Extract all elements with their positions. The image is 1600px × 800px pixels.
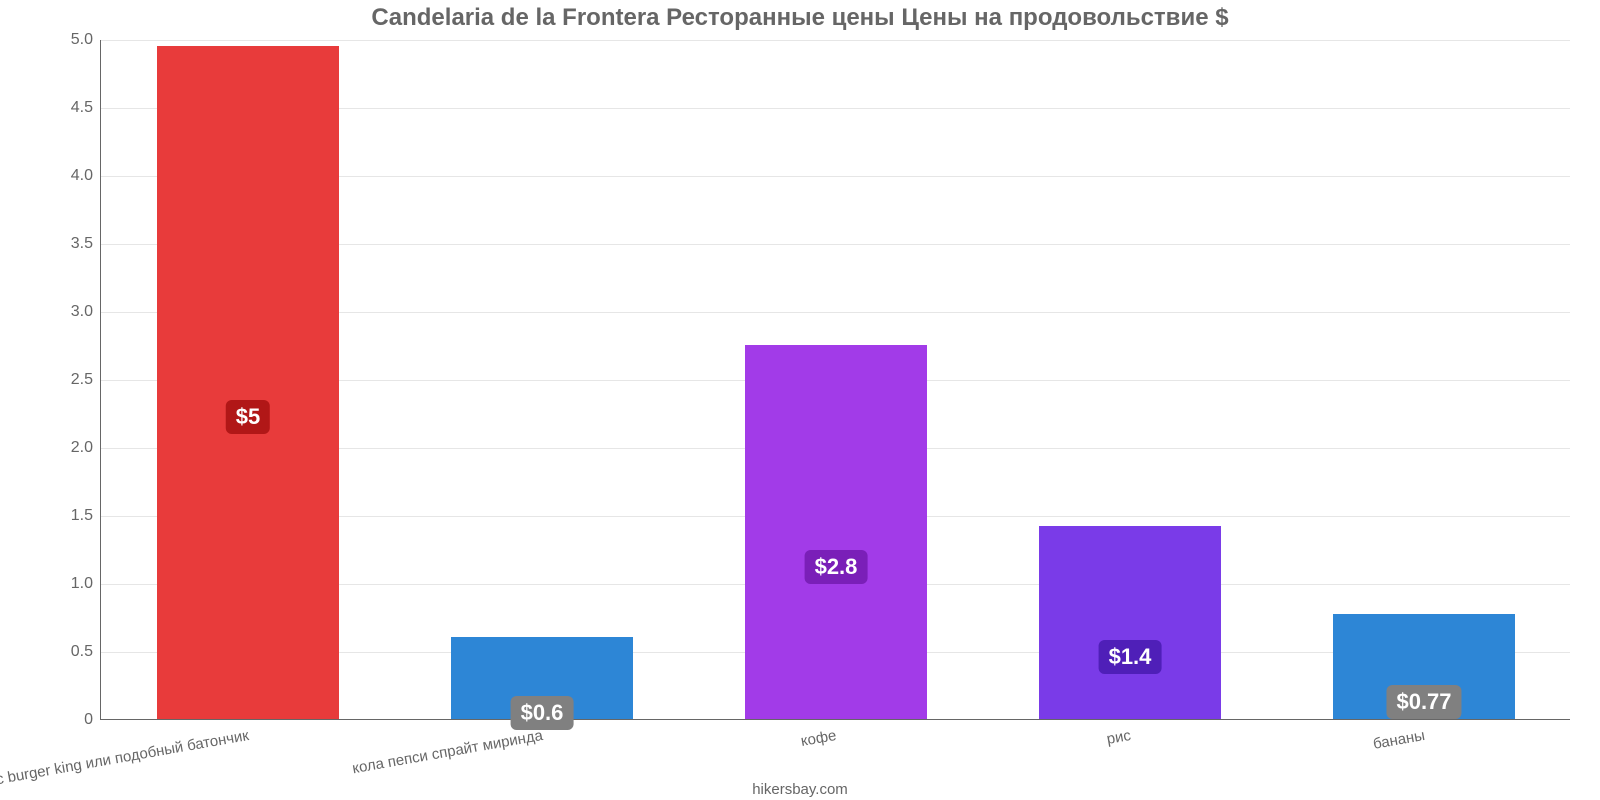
y-tick-label: 3.0 (71, 303, 93, 321)
bar (157, 46, 339, 719)
gridline (101, 40, 1570, 41)
chart-title: Candelaria de la Frontera Ресторанные це… (0, 4, 1600, 32)
bar-value-label: $2.8 (805, 550, 868, 584)
y-tick-label: 3.5 (71, 235, 93, 253)
bar-value-label: $0.6 (511, 696, 574, 730)
attribution-text: hikersbay.com (0, 781, 1600, 798)
y-tick-label: 4.5 (71, 99, 93, 117)
bar-value-label: $0.77 (1386, 685, 1461, 719)
x-tick-label: рис (1105, 727, 1132, 748)
y-tick-label: 1.0 (71, 575, 93, 593)
y-tick-label: 0 (84, 711, 93, 729)
bar-value-label: $1.4 (1099, 640, 1162, 674)
bar-value-label: $5 (226, 400, 270, 434)
y-tick-label: 2.0 (71, 439, 93, 457)
x-tick-label: бананы (1372, 727, 1426, 753)
price-bar-chart: Candelaria de la Frontera Ресторанные це… (0, 0, 1600, 800)
y-tick-label: 0.5 (71, 643, 93, 661)
bar (1039, 526, 1221, 719)
y-tick-label: 1.5 (71, 507, 93, 525)
y-tick-label: 4.0 (71, 167, 93, 185)
y-tick-label: 5.0 (71, 31, 93, 49)
x-tick-label: кофе (800, 727, 838, 750)
x-tick-label: кола пепси спрайт миринда (351, 727, 544, 777)
plot-area: 00.51.01.52.02.53.03.54.04.55.0$5mac bur… (100, 40, 1570, 720)
bar (745, 345, 927, 719)
y-tick-label: 2.5 (71, 371, 93, 389)
